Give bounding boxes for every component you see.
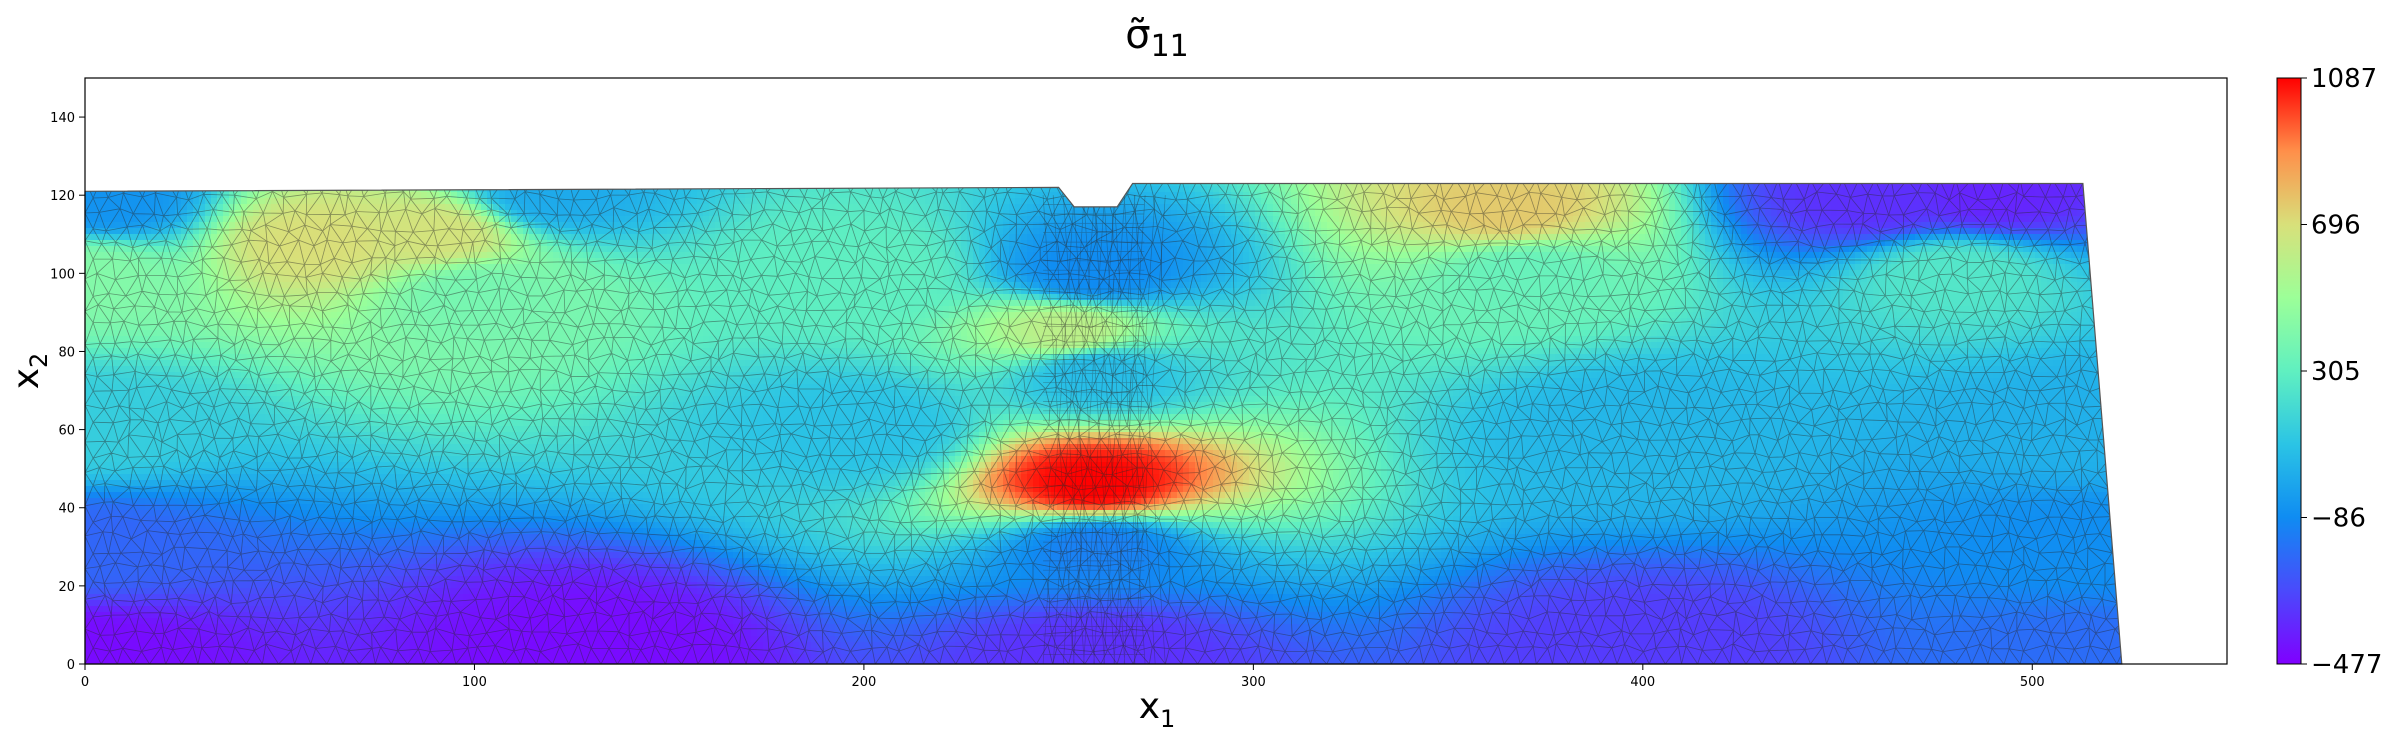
x-axis-title-subscript: 1 [1160, 705, 1175, 733]
chart-title-subscript: 11 [1151, 29, 1189, 64]
y-tick-label: 0 [67, 658, 75, 673]
y-tick-label: 80 [58, 345, 75, 360]
x-tick-label: 300 [1241, 675, 1266, 690]
x-tick-label: 500 [2020, 675, 2045, 690]
colorbar-tick-label: 1087 [2311, 64, 2377, 94]
stress-field [85, 183, 2122, 664]
x-axis-title-main: x [1139, 686, 1160, 727]
x-tick-label: 0 [81, 675, 89, 690]
colorbar-tick-label: 696 [2311, 211, 2361, 241]
colorbar-tick-label: 305 [2311, 357, 2361, 387]
y-tick-label: 100 [50, 267, 75, 282]
x-tick-label: 100 [462, 675, 487, 690]
y-tick-label: 20 [58, 580, 75, 595]
y-tick-label: 40 [58, 502, 75, 517]
x-tick-label: 200 [851, 675, 876, 690]
y-axis-title-subscript: 2 [25, 353, 53, 368]
chart-title: σ̃11 [1125, 12, 1189, 64]
y-tick-label: 140 [50, 111, 75, 126]
colorbar-tick-label: −86 [2311, 504, 2366, 534]
plot-frame [84, 77, 2228, 665]
y-tick-label: 120 [50, 189, 75, 204]
y-tick-label: 60 [58, 424, 75, 439]
plot-area [84, 77, 2228, 665]
mesh-overlay [85, 183, 2122, 664]
y-axis: 0 20 40 60 80 100 120 140 [50, 111, 85, 673]
x-tick-label: 400 [1630, 675, 1655, 690]
colorbar: 1087 696 305 −86 −477 [2276, 64, 2382, 680]
colorbar-ticks: 1087 696 305 −86 −477 [2301, 64, 2382, 680]
y-axis-title-main: x [6, 368, 47, 389]
y-axis-title: x2 [6, 353, 53, 390]
x-axis-title: x1 [1139, 686, 1176, 733]
x-axis: 0 100 200 300 400 500 [81, 664, 2045, 690]
colorbar-tick-label: −477 [2311, 650, 2382, 680]
chart-title-symbol: σ̃ [1125, 12, 1150, 58]
colorbar-gradient [2276, 77, 2302, 665]
